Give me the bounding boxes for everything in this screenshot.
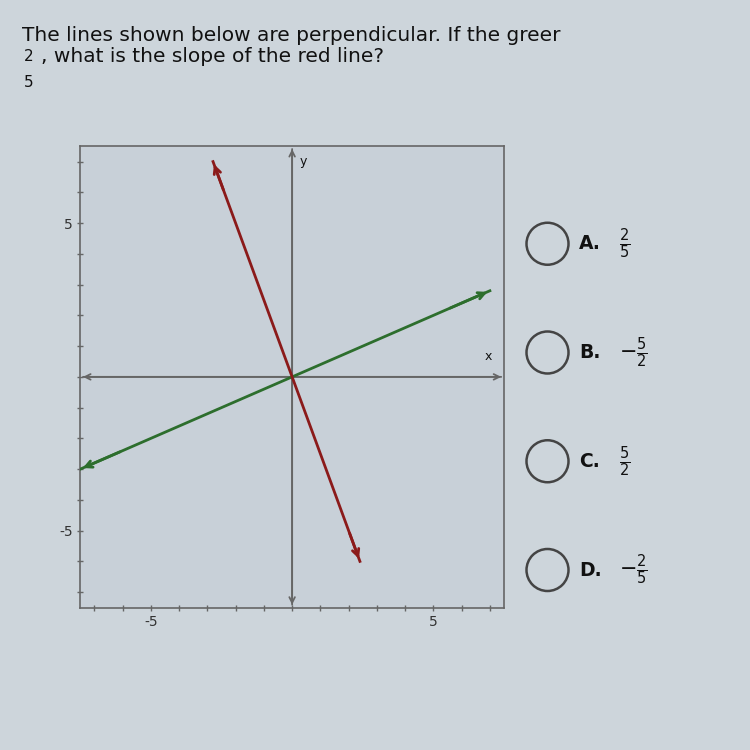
Text: 2: 2	[24, 49, 33, 64]
Text: C.: C.	[579, 452, 600, 471]
Text: A.: A.	[579, 234, 601, 254]
Text: , what is the slope of the red line?: , what is the slope of the red line?	[41, 47, 384, 67]
Text: $\frac{5}{2}$: $\frac{5}{2}$	[619, 444, 630, 478]
Text: $-\frac{2}{5}$: $-\frac{2}{5}$	[619, 553, 647, 587]
Text: B.: B.	[579, 343, 600, 362]
Text: D.: D.	[579, 560, 602, 580]
Text: 5: 5	[24, 75, 33, 90]
Text: $-\frac{5}{2}$: $-\frac{5}{2}$	[619, 335, 647, 370]
Text: $\frac{2}{5}$: $\frac{2}{5}$	[619, 226, 630, 261]
Text: x: x	[484, 350, 491, 363]
Text: y: y	[299, 155, 307, 169]
Text: The lines shown below are perpendicular. If the greer: The lines shown below are perpendicular.…	[22, 26, 561, 45]
